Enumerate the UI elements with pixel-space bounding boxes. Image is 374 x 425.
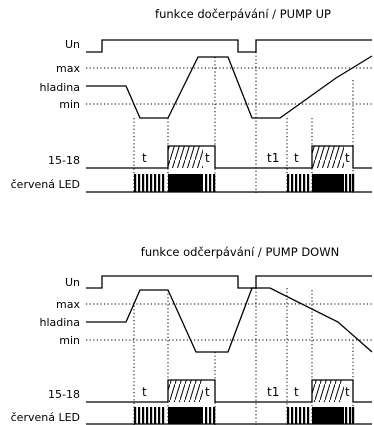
timer-label: t	[142, 151, 147, 165]
timer-label: t	[205, 151, 210, 165]
led-pulse	[150, 407, 153, 424]
timer-label: t	[294, 151, 299, 165]
led-steady	[312, 174, 344, 192]
led-pulse	[162, 174, 165, 192]
timer-label: t	[205, 385, 210, 399]
timer-label: t	[345, 385, 350, 399]
level-label: hladina	[39, 81, 80, 94]
pump-up-panel: funkce dočerpávání / PUMP UP Un max hlad…	[11, 7, 373, 193]
led-pulse	[142, 407, 145, 424]
led-pulse	[158, 174, 161, 192]
relay-label: 15-18	[48, 154, 80, 167]
led-pulse	[142, 174, 145, 192]
pump-down-panel: funkce odčerpávání / PUMP DOWN Un max hl…	[11, 245, 373, 425]
led-pulse	[303, 174, 306, 192]
led-pulse	[303, 407, 306, 424]
timer-label: t	[294, 385, 299, 399]
led-pulse	[352, 407, 355, 424]
supply-voltage-signal	[86, 39, 372, 53]
led-pulse	[307, 174, 310, 192]
led-pulse	[352, 174, 355, 192]
led-pulse	[154, 407, 157, 424]
relay-label: 15-18	[48, 388, 80, 401]
relay-active-hatch	[312, 380, 344, 402]
led-pulse	[146, 407, 149, 424]
led-pulse	[146, 174, 149, 192]
led-pulse	[345, 407, 348, 424]
led-pulse	[299, 407, 302, 424]
led-pulse	[295, 407, 298, 424]
led-pulse	[205, 174, 208, 192]
max-label: max	[56, 298, 80, 311]
led-pulse	[213, 174, 216, 192]
led-pulse	[134, 407, 137, 424]
led-pulse	[154, 174, 157, 192]
relay-active-hatch	[312, 146, 344, 168]
led-pulse	[291, 174, 294, 192]
led-pulse	[295, 174, 298, 192]
led-pulse	[287, 407, 290, 424]
water-level-signal	[86, 287, 373, 353]
led-pulse	[299, 174, 302, 192]
led-pulse	[307, 407, 310, 424]
led-pulse	[138, 174, 141, 192]
led-pulse	[150, 174, 153, 192]
led-pulse	[349, 407, 352, 424]
led-pulse	[209, 407, 212, 424]
min-label: min	[59, 98, 80, 111]
led-pulse	[162, 407, 165, 424]
supply-voltage-signal	[86, 275, 372, 289]
led-label: červená LED	[11, 411, 80, 424]
led-pulse	[287, 174, 290, 192]
timer-label: t1	[267, 385, 279, 399]
led-pulse	[134, 174, 137, 192]
level-label: hladina	[39, 316, 80, 329]
un-label: Un	[65, 276, 80, 289]
led-pulse	[209, 174, 212, 192]
led-pulse	[158, 407, 161, 424]
un-label: Un	[65, 38, 80, 51]
led-pulse	[138, 407, 141, 424]
led-steady	[312, 407, 344, 424]
led-pulse	[345, 174, 348, 192]
relay-active-hatch	[168, 380, 203, 402]
led-pulse	[291, 407, 294, 424]
timer-label: t	[345, 151, 350, 165]
led-pulse	[213, 407, 216, 424]
led-pulse	[205, 407, 208, 424]
panel-title: funkce odčerpávání / PUMP DOWN	[141, 245, 339, 259]
timer-label: t	[142, 385, 147, 399]
panel-title: funkce dočerpávání / PUMP UP	[155, 7, 331, 21]
min-label: min	[59, 334, 80, 347]
max-label: max	[56, 62, 80, 75]
led-steady	[168, 174, 203, 192]
timer-label: t1	[267, 151, 279, 165]
led-steady	[168, 407, 203, 424]
led-blink-pulses	[134, 407, 355, 424]
led-blink-pulses	[134, 174, 355, 192]
water-level-signal	[86, 55, 373, 119]
led-label: červená LED	[11, 178, 80, 191]
led-pulse	[349, 174, 352, 192]
relay-active-hatch	[168, 146, 203, 168]
